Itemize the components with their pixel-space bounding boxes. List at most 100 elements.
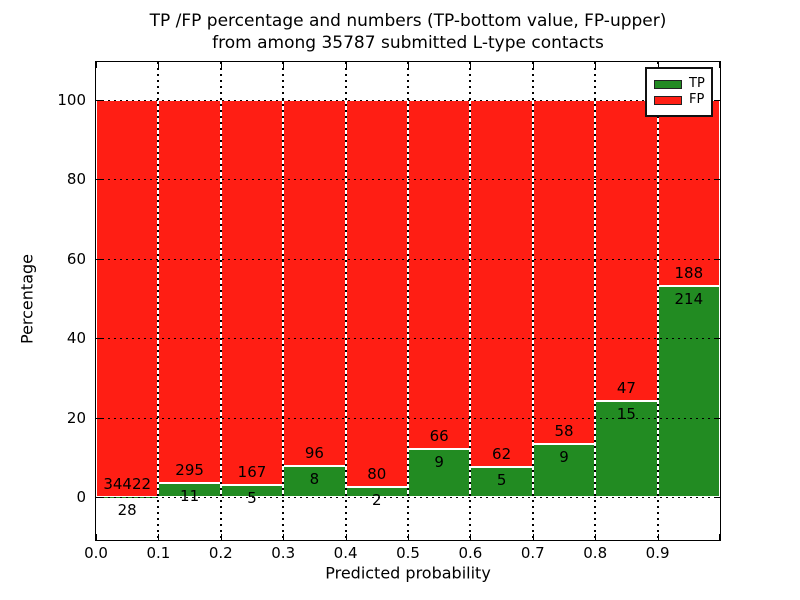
fp-count-label: 62: [492, 445, 512, 464]
bar-segment-fp: [96, 100, 159, 497]
tp-count-label: 214: [674, 289, 704, 308]
y-tick-mark: [96, 338, 102, 340]
legend-label-tp: TP: [689, 76, 705, 91]
x-tick-mark: [470, 534, 472, 540]
x-tick-label: 0.2: [208, 544, 233, 562]
bar-segment-fp: [345, 100, 408, 488]
bar-segment-fp: [408, 100, 471, 450]
x-tick-mark: [408, 534, 409, 540]
x-tick-mark: [470, 62, 472, 68]
x-tick-mark: [283, 534, 285, 540]
bar-segment-fp: [220, 100, 284, 486]
x-tick-mark: [657, 62, 659, 68]
x-tick-mark: [345, 62, 347, 68]
fp-count-label: 96: [304, 444, 324, 463]
y-tick-mark: [96, 179, 102, 181]
y-tick-mark: [96, 497, 102, 498]
y-tick-mark: [714, 417, 720, 419]
bar-segment-fp: [470, 100, 533, 468]
x-tick-label: 0.6: [458, 544, 483, 562]
x-tick-label: 0.5: [396, 544, 420, 562]
x-tick-mark: [345, 534, 347, 540]
x-tick-label: 0.0: [84, 544, 108, 562]
bar-segment-tp: [470, 467, 533, 497]
legend-item-tp: TP: [654, 77, 705, 91]
horizontal-gridline: [96, 338, 720, 340]
tp-count-label: 9: [434, 453, 444, 472]
chart-title-line-2: from among 35787 submitted L-type contac…: [212, 33, 604, 53]
x-tick-label: 0.3: [271, 544, 296, 562]
bar-segment-fp: [595, 100, 658, 401]
horizontal-gridline: [96, 258, 720, 260]
x-tick-mark: [408, 62, 409, 68]
y-tick-mark: [714, 179, 720, 181]
x-tick-mark: [220, 534, 222, 540]
x-tick-mark: [657, 534, 659, 540]
chart-title-line-1: TP /FP percentage and numbers (TP-bottom…: [149, 11, 667, 31]
y-tick-mark: [96, 417, 102, 419]
x-tick-mark: [595, 62, 597, 68]
bar-segment-fp: [657, 100, 720, 286]
x-tick-mark: [158, 534, 160, 540]
bar-segment-fp: [283, 100, 346, 467]
x-tick-label: 0.7: [520, 544, 545, 562]
y-tick-mark: [714, 100, 720, 101]
fp-count-label: 188: [674, 263, 704, 282]
x-tick-mark: [532, 62, 534, 68]
legend: TP FP: [645, 67, 713, 117]
vertical-gridline: [594, 62, 597, 540]
x-tick-mark: [96, 534, 97, 540]
y-tick-label: 100: [57, 91, 86, 109]
legend-item-fp: FP: [654, 93, 705, 107]
vertical-gridline: [157, 62, 160, 540]
fp-count-label: 58: [554, 421, 574, 440]
vertical-gridline: [219, 62, 222, 540]
bar-segment-tp: [408, 449, 471, 497]
x-tick-label: 0.8: [583, 544, 608, 562]
x-tick-label: 0.1: [146, 544, 171, 562]
fp-count-label: 167: [237, 463, 267, 482]
horizontal-gridline: [96, 417, 720, 419]
fp-count-label: 80: [367, 465, 387, 484]
x-tick-mark: [220, 62, 222, 68]
fp-count-label: 295: [175, 460, 204, 479]
horizontal-gridline: [96, 100, 720, 101]
bar-segment-tp: [595, 400, 658, 497]
y-tick-mark: [714, 338, 720, 340]
x-tick-mark: [719, 62, 720, 68]
x-tick-mark: [595, 534, 597, 540]
x-tick-mark: [719, 534, 720, 540]
bar-segment-fp: [532, 100, 596, 444]
plot-area: 34422 28 295 11 167 5 96 8 80 2 66 9 62 5 58 9 47 15 188 21…: [95, 61, 721, 541]
x-tick-mark: [532, 534, 534, 540]
x-axis-label: Predicted probability: [325, 563, 491, 583]
x-tick-mark: [96, 62, 97, 68]
vertical-gridline: [407, 62, 409, 540]
y-tick-label: 40: [66, 329, 86, 348]
horizontal-gridline: [96, 497, 720, 498]
tp-count-label: 11: [180, 486, 200, 505]
tp-count-label: 5: [496, 471, 507, 490]
tp-count-label: 8: [309, 470, 320, 489]
tp-count-label: 9: [559, 447, 569, 466]
tp-count-label: 15: [616, 404, 636, 423]
x-tick-label: 0.9: [645, 544, 670, 562]
fp-count-label: 66: [429, 427, 449, 446]
y-tick-label: 20: [66, 408, 86, 427]
x-tick-label: 0.4: [333, 544, 358, 562]
x-tick-mark: [158, 62, 160, 68]
bar-segment-fp: [158, 100, 221, 483]
fp-count-label: 34422: [103, 474, 152, 493]
y-tick-mark: [714, 497, 720, 498]
vertical-gridline: [344, 62, 347, 540]
y-tick-label: 80: [66, 170, 86, 189]
tp-color-swatch-icon: [654, 79, 682, 89]
horizontal-gridline: [96, 179, 720, 181]
y-tick-label: 0: [76, 488, 86, 506]
y-tick-mark: [714, 258, 720, 260]
fp-color-swatch-icon: [654, 95, 682, 105]
bar-segment-tp: [283, 466, 346, 497]
tp-count-label: 2: [372, 491, 382, 510]
fp-count-label: 47: [616, 378, 636, 397]
